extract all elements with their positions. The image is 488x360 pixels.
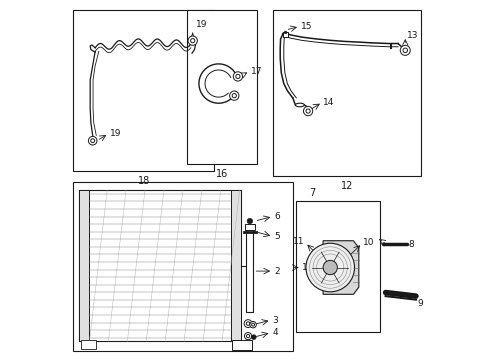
Text: 15: 15: [300, 22, 311, 31]
Text: 18: 18: [137, 176, 149, 186]
Bar: [272, 10, 421, 176]
Circle shape: [91, 139, 94, 143]
Bar: [80, 190, 241, 342]
Text: 2: 2: [274, 267, 279, 276]
Circle shape: [251, 335, 256, 340]
Circle shape: [188, 36, 197, 45]
Bar: [73, 182, 292, 351]
Text: 17: 17: [250, 67, 262, 76]
Circle shape: [284, 31, 286, 34]
Text: 10: 10: [363, 238, 374, 247]
Circle shape: [402, 48, 407, 53]
Text: 16: 16: [216, 169, 228, 179]
Circle shape: [303, 107, 312, 116]
Circle shape: [244, 333, 251, 340]
Circle shape: [233, 72, 242, 81]
Bar: [244, 224, 254, 230]
Circle shape: [229, 91, 239, 100]
Bar: [81, 340, 95, 349]
Text: 4: 4: [272, 328, 277, 337]
Circle shape: [305, 109, 309, 113]
Text: 19: 19: [195, 20, 206, 29]
Circle shape: [246, 322, 249, 325]
Bar: [230, 190, 241, 342]
Circle shape: [246, 218, 252, 224]
Bar: [246, 230, 253, 312]
Bar: [296, 202, 380, 332]
Ellipse shape: [295, 103, 304, 107]
Bar: [282, 32, 287, 37]
Circle shape: [190, 39, 194, 43]
Circle shape: [232, 94, 236, 98]
Text: 12: 12: [340, 181, 353, 192]
Circle shape: [249, 321, 256, 328]
Circle shape: [251, 323, 254, 326]
Circle shape: [323, 260, 337, 275]
Polygon shape: [323, 241, 358, 294]
Text: 8: 8: [407, 240, 413, 249]
Text: 6: 6: [274, 212, 279, 221]
Circle shape: [381, 243, 385, 246]
Circle shape: [400, 45, 409, 55]
Text: 5: 5: [274, 232, 279, 241]
Text: 13: 13: [407, 31, 418, 40]
Bar: [73, 10, 214, 171]
Circle shape: [246, 334, 249, 338]
Text: 11: 11: [292, 237, 304, 246]
Text: 1: 1: [302, 263, 307, 272]
Bar: [80, 190, 89, 342]
Text: 7: 7: [308, 188, 314, 198]
Circle shape: [88, 136, 97, 145]
Text: 19: 19: [110, 129, 121, 138]
Circle shape: [244, 320, 251, 328]
Circle shape: [235, 74, 240, 78]
Text: 14: 14: [323, 98, 334, 107]
Circle shape: [305, 243, 354, 292]
Bar: [231, 340, 251, 350]
Text: 9: 9: [416, 299, 422, 308]
Text: 3: 3: [272, 315, 278, 324]
Bar: [187, 10, 257, 164]
